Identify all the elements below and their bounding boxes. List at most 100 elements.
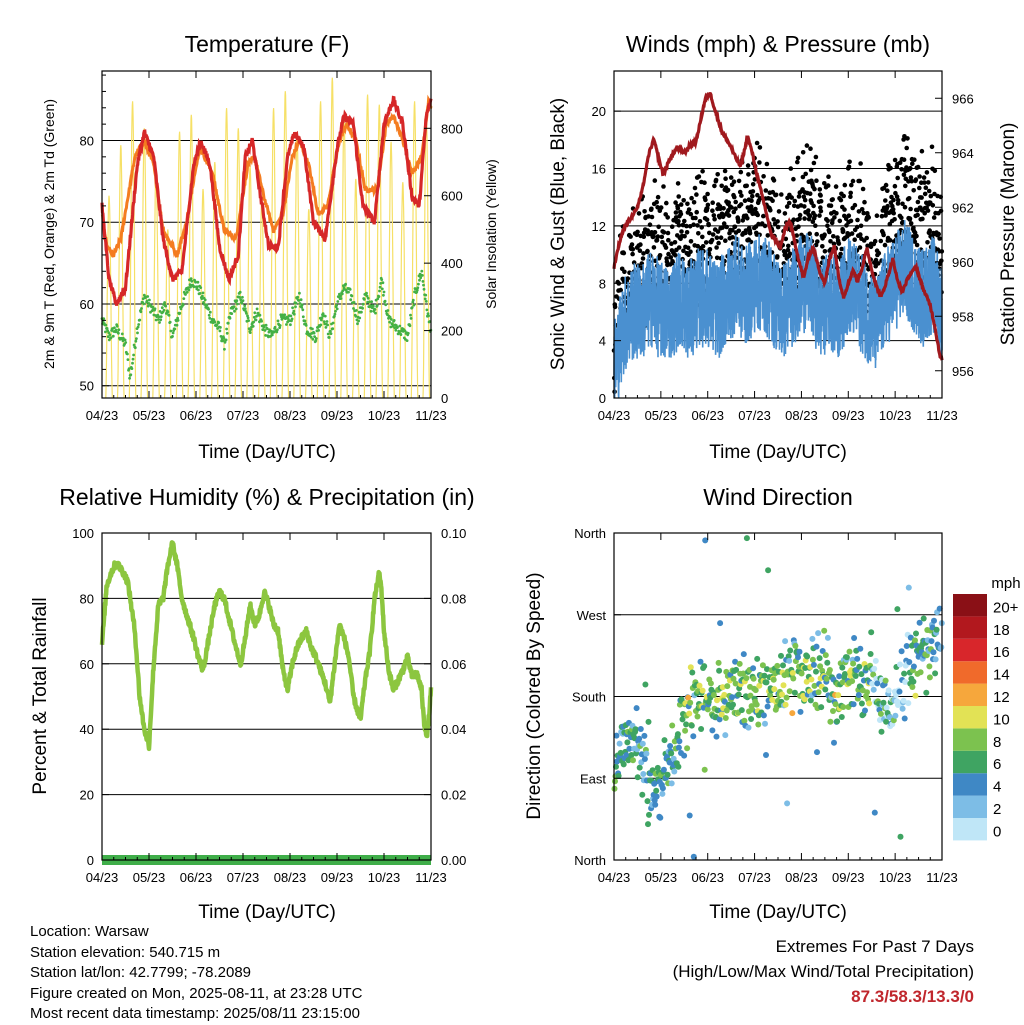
direction-point: [679, 716, 686, 723]
dewpoint-point: [138, 318, 142, 322]
gust-point: [828, 239, 833, 244]
direction-point: [801, 696, 808, 703]
dewpoint-point: [207, 307, 211, 311]
direction-point: [790, 675, 797, 682]
gust-point: [776, 209, 782, 214]
colorbar-swatch: [953, 773, 987, 796]
temperature-panel: Temperature (F) Time (Day/UTC) 2m & 9m T…: [41, 31, 499, 463]
dewpoint-point: [178, 311, 182, 315]
temperature-xtick-label: 08/23: [274, 408, 307, 423]
temperature-ylabel-left: 2m & 9m T (Red, Orange) & 2m Td (Green): [41, 99, 57, 369]
dewpoint-point: [285, 323, 288, 326]
gust-point: [888, 165, 893, 171]
gust-point: [738, 202, 744, 207]
gust-point: [836, 241, 842, 246]
dewpoint-point: [208, 316, 212, 320]
dewpoint-point: [424, 293, 428, 297]
dewpoint-point: [333, 312, 337, 316]
gust-point: [803, 171, 808, 177]
dewpoint-point: [142, 293, 146, 297]
dewpoint-point: [377, 295, 381, 298]
direction-point: [752, 687, 759, 694]
gust-point: [676, 194, 681, 199]
gust-point: [822, 181, 827, 186]
dewpoint-point: [361, 302, 365, 306]
direction-point: [874, 680, 881, 687]
gust-point: [840, 228, 846, 234]
gust-point: [908, 175, 914, 180]
dewpoint-point: [290, 317, 294, 321]
direction-point: [780, 662, 786, 669]
direction-point: [883, 718, 890, 725]
direction-point: [729, 694, 735, 701]
gust-point: [746, 172, 751, 177]
direction-point: [786, 688, 793, 695]
gust-point: [685, 201, 690, 207]
gust-point: [724, 224, 729, 230]
gust-point: [775, 254, 780, 259]
direction-point: [867, 651, 874, 657]
dewpoint-point: [324, 326, 328, 329]
dewpoint-point: [230, 312, 234, 315]
gust-point: [822, 249, 828, 254]
temp-2m-line: [100, 95, 433, 306]
gust-point: [700, 244, 706, 249]
direction-xtick-label: 07/23: [738, 870, 771, 885]
direction-point: [660, 766, 667, 773]
dewpoint-point: [238, 295, 242, 299]
gust-point: [733, 206, 738, 211]
direction-point: [704, 706, 711, 713]
direction-point: [767, 692, 774, 699]
gust-point: [703, 240, 709, 245]
direction-point: [808, 676, 815, 683]
gust-point: [788, 166, 794, 171]
direction-point: [743, 535, 750, 542]
gust-point: [705, 191, 710, 197]
winds-panel: Winds (mph) & Pressure (mb) Time (Day/UT…: [548, 31, 1019, 463]
gust-point: [828, 203, 834, 208]
direction-point: [709, 727, 716, 734]
dewpoint-point: [189, 285, 192, 289]
direction-point: [814, 749, 820, 756]
gust-point: [691, 222, 696, 227]
gust-point: [791, 217, 796, 222]
dewpoint-point: [412, 303, 416, 307]
direction-point: [858, 671, 865, 678]
gust-point: [682, 233, 687, 239]
direction-point: [857, 645, 864, 652]
dewpoint-point: [349, 298, 353, 302]
gust-point: [637, 248, 643, 253]
gust-point: [923, 185, 929, 190]
extremes-box: Extremes For Past 7 Days (High/Low/Max W…: [673, 934, 974, 1009]
dewpoint-point: [393, 326, 397, 330]
gust-point: [676, 222, 682, 228]
info-created: Figure created on Mon, 2025-08-11, at 23…: [30, 984, 363, 1002]
gust-point: [811, 203, 816, 209]
humidity-ytick-label: 100: [72, 526, 94, 541]
direction-point: [732, 680, 739, 687]
dewpoint-point: [311, 337, 315, 341]
dewpoint-point: [419, 276, 423, 280]
gust-point: [764, 161, 770, 167]
winds-xtick-label: 07/23: [738, 408, 771, 423]
direction-point: [897, 833, 904, 840]
dewpoint-point: [301, 315, 305, 319]
gust-point: [905, 136, 910, 141]
gust-point: [876, 261, 881, 266]
gust-point: [757, 145, 763, 150]
dewpoint-point: [267, 330, 271, 334]
gust-point: [669, 224, 675, 229]
solar-insolation-line: [340, 118, 348, 399]
direction-xtick-label: 04/23: [598, 870, 631, 885]
humidity-y2tick-label: 0.00: [441, 853, 466, 868]
dewpoint-point: [123, 338, 127, 342]
gust-point: [796, 194, 802, 199]
colorbar-label: 18: [993, 622, 1010, 639]
dewpoint-point: [326, 332, 330, 336]
direction-point: [827, 718, 834, 725]
gust-point: [655, 205, 660, 210]
direction-point: [774, 662, 781, 669]
dewpoint-point: [164, 304, 168, 308]
direction-point: [846, 648, 853, 655]
direction-point: [688, 722, 695, 729]
